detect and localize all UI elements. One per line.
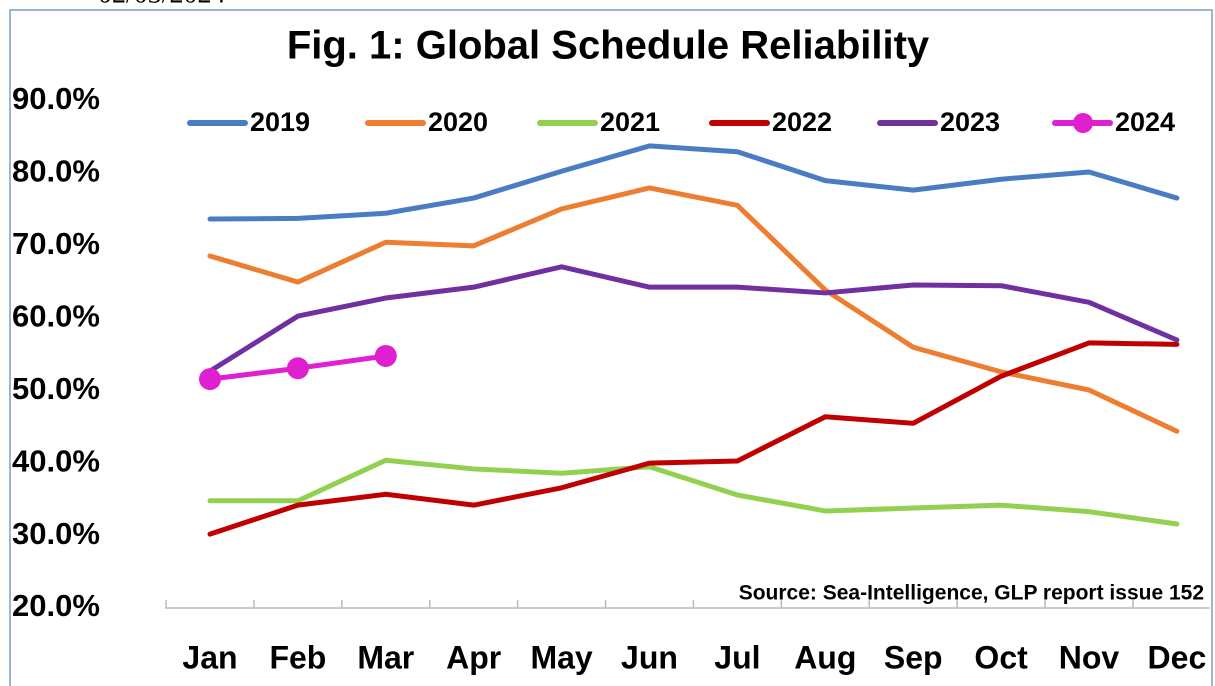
data-point (374, 344, 397, 367)
data-point (199, 368, 221, 391)
y-tick-label: 50.0% (12, 371, 100, 406)
legend-marker (1073, 113, 1093, 133)
x-tick-label: Apr (446, 639, 501, 675)
x-tick-label: Jun (621, 639, 678, 675)
x-tick-label: Aug (794, 639, 856, 675)
legend-label: 2022 (772, 107, 832, 137)
y-tick-label: 60.0% (12, 298, 100, 333)
series-line (207, 143, 1180, 222)
y-tick-label: 90.0% (12, 81, 100, 116)
series-line (207, 457, 1180, 527)
x-tick-label: May (530, 639, 592, 675)
legend-label: 2024 (1115, 107, 1175, 137)
data-point (286, 357, 309, 380)
y-tick-label: 80.0% (12, 154, 100, 189)
source-note: Source: Sea-Intelligence, GLP report iss… (739, 582, 1204, 605)
legend-label: 2020 (428, 107, 488, 137)
series-line (207, 185, 1180, 434)
chart-frame (9, 9, 1213, 686)
series-line (207, 264, 1180, 374)
y-tick-label: 70.0% (12, 226, 100, 261)
legend-label: 2019 (250, 107, 310, 137)
y-tick-label: 20.0% (12, 588, 100, 623)
x-tick-label: Jul (714, 639, 760, 675)
x-tick-label: Oct (974, 639, 1028, 675)
legend-label: 2021 (600, 107, 660, 137)
series-line (207, 340, 1180, 537)
x-tick-label: Nov (1059, 639, 1120, 675)
x-tick-label: Sep (884, 639, 943, 675)
x-tick-label: Dec (1148, 639, 1207, 675)
x-tick-label: Feb (269, 639, 326, 675)
x-tick-label: Mar (357, 639, 414, 675)
date-text: 02/03/2024 (98, 0, 226, 9)
chart-title: Fig. 1: Global Schedule Reliability (287, 24, 930, 68)
y-tick-label: 40.0% (12, 443, 100, 478)
x-tick-label: Jan (182, 639, 237, 675)
y-tick-label: 30.0% (12, 516, 100, 551)
legend-label: 2023 (940, 107, 1000, 137)
